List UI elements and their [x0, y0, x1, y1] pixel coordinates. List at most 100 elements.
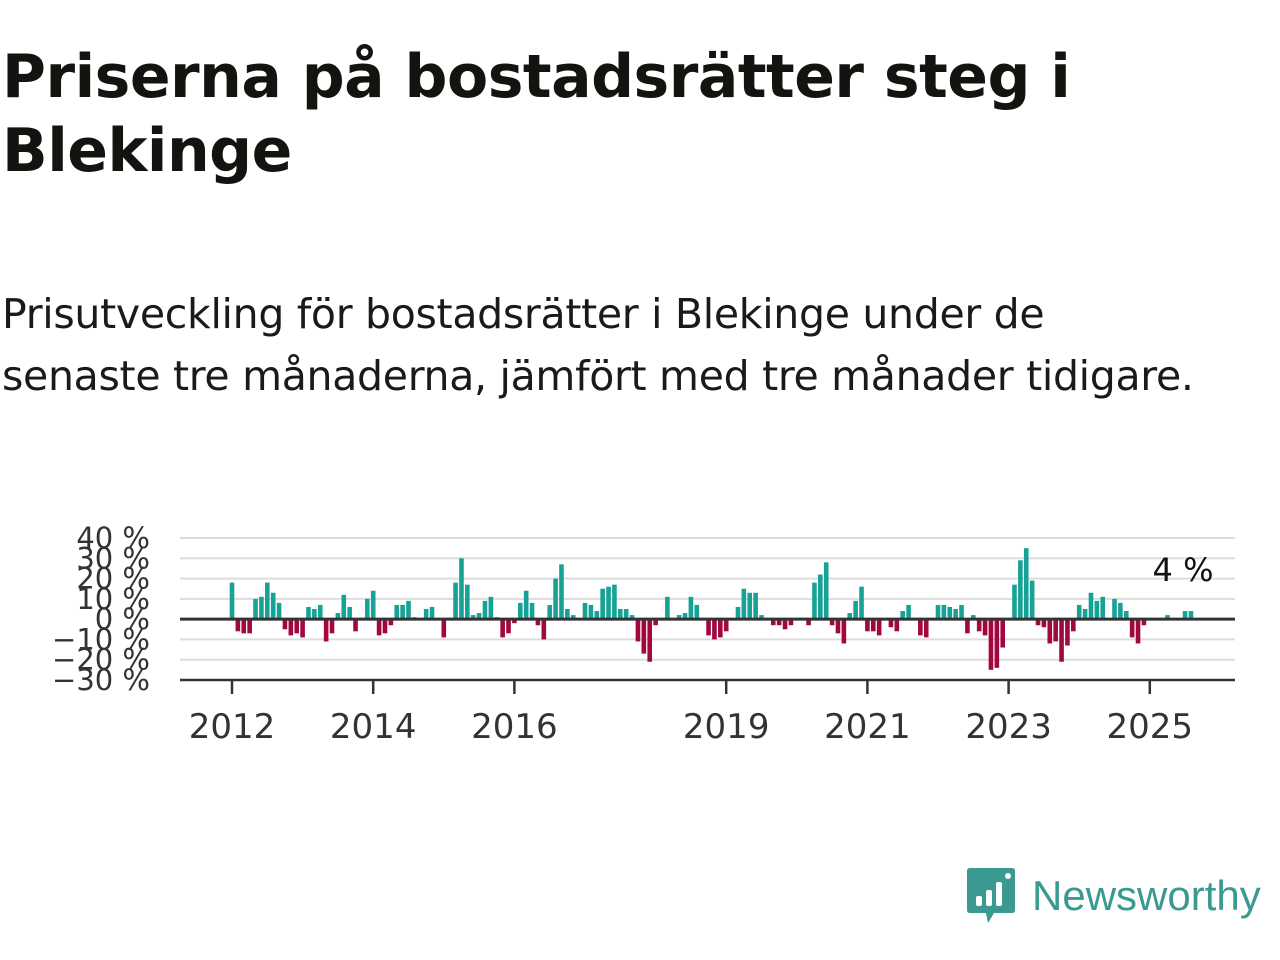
bar [247, 619, 252, 634]
bar [947, 606, 953, 620]
bar [570, 615, 576, 620]
bar [1000, 619, 1006, 648]
bar [894, 619, 900, 632]
bar [859, 586, 864, 620]
bar [259, 596, 264, 620]
bar [388, 619, 394, 626]
bar [429, 606, 435, 620]
bar [541, 619, 547, 640]
bar [323, 619, 329, 642]
bar [594, 611, 600, 620]
bar [353, 619, 358, 632]
bar [1112, 598, 1117, 620]
bar [741, 588, 747, 620]
bar [618, 609, 623, 620]
bar [994, 619, 1000, 668]
bar [282, 619, 288, 630]
bar [529, 602, 535, 620]
bar [523, 590, 529, 620]
bar [547, 604, 552, 620]
newsworthy-logo-text: Newsworthy [1032, 872, 1261, 919]
x-tick-label: 2012 [189, 707, 276, 747]
bar [517, 602, 523, 620]
bar [253, 598, 258, 620]
bar [317, 604, 323, 620]
bar [935, 604, 941, 620]
bar [288, 619, 294, 636]
bar [553, 578, 558, 620]
bar [847, 613, 853, 620]
bar [682, 613, 688, 620]
bar [723, 619, 729, 632]
bar [971, 615, 976, 620]
bar [1012, 584, 1017, 620]
x-tick-label: 2019 [683, 707, 770, 747]
y-tick-label: 40 % [76, 521, 150, 555]
y-tick-label: 10 % [76, 582, 150, 616]
bar [823, 562, 829, 620]
bar [818, 574, 823, 620]
bar [600, 588, 605, 620]
bar [647, 619, 653, 662]
bar [694, 604, 700, 620]
x-axis-ticks: 2012 2014 2016 2019 2021 2023 2025 [189, 680, 1193, 747]
bar [229, 582, 235, 620]
newsworthy-logo-icon [967, 868, 1015, 923]
bar [1082, 609, 1088, 620]
bar [1071, 619, 1076, 632]
bar [718, 619, 723, 638]
bar [665, 596, 670, 620]
bar [400, 604, 405, 620]
bar [900, 611, 905, 620]
bar [1135, 619, 1141, 644]
bar [1018, 560, 1023, 620]
bar [806, 619, 811, 626]
bar [1165, 615, 1170, 620]
bar [906, 604, 911, 620]
bar [565, 609, 570, 620]
bar [453, 582, 458, 620]
bar [835, 619, 841, 634]
bar [241, 619, 247, 634]
bar [1023, 548, 1029, 620]
bar [1029, 580, 1035, 620]
bar [500, 619, 505, 638]
bar [312, 609, 317, 620]
bar [1182, 611, 1188, 620]
bar [623, 609, 629, 620]
y-tick-label: −10 % [52, 622, 150, 656]
bar [1141, 619, 1147, 626]
bar [612, 584, 617, 620]
bar [370, 590, 376, 620]
x-tick-label: 2023 [965, 707, 1052, 747]
bar [341, 594, 347, 620]
bar [376, 619, 382, 636]
y-axis-ticks: 40 %30 %20 %10 %0 %−10 %−20 %−30 % [52, 521, 150, 697]
bar [870, 619, 876, 632]
bar [788, 619, 794, 626]
bar [1100, 596, 1106, 620]
bar [335, 613, 341, 620]
bar [853, 600, 858, 620]
x-tick-label: 2025 [1107, 707, 1194, 747]
bar [635, 619, 641, 642]
bar [1088, 592, 1094, 620]
bar [1129, 619, 1135, 638]
bar [841, 619, 847, 644]
y-tick-label: 0 % [95, 602, 150, 636]
bar [876, 619, 882, 636]
bar [606, 586, 611, 620]
x-tick-label: 2016 [471, 707, 558, 747]
bar [382, 619, 388, 634]
bar [865, 619, 870, 632]
bar [753, 592, 758, 620]
bar [953, 609, 958, 620]
bar [588, 604, 594, 620]
bar [776, 619, 782, 626]
bar [1094, 600, 1100, 620]
bar [653, 619, 658, 626]
bar [888, 619, 894, 628]
bar [1123, 611, 1129, 620]
x-tick-label: 2014 [330, 707, 417, 747]
bar [470, 615, 476, 620]
